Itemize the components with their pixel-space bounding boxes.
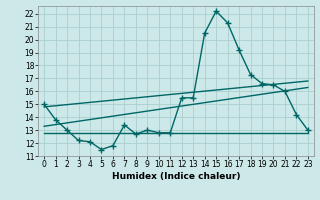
X-axis label: Humidex (Indice chaleur): Humidex (Indice chaleur): [112, 172, 240, 181]
